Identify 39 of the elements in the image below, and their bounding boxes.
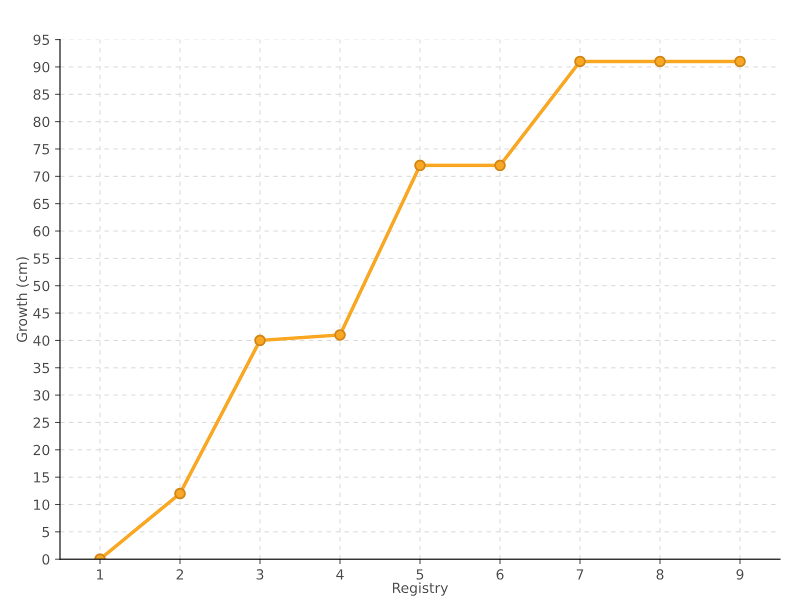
y-tick-label: 95: [33, 34, 50, 46]
y-tick-label: 15: [34, 472, 50, 483]
y-tick-label: 65: [34, 198, 50, 210]
y-tick-label: 0: [42, 554, 50, 565]
y-tick-label: 70: [34, 171, 50, 182]
y-tick-label: 10: [34, 499, 50, 510]
x-axis-title: Registry: [392, 582, 448, 596]
y-tick-label: 30: [34, 390, 50, 401]
point: [494, 160, 506, 172]
x-tick-label: 2: [176, 569, 184, 580]
x-tick-label: 8: [656, 569, 664, 580]
x-tick-label: 5: [416, 569, 424, 580]
point: [414, 160, 426, 172]
x-tick-label: 4: [336, 569, 344, 580]
x-tick-label: 9: [736, 569, 744, 580]
point: [654, 56, 666, 68]
point: [734, 56, 746, 68]
y-tick-label: 75: [34, 144, 50, 154]
y-tick-label: 25: [34, 417, 50, 428]
x-tick-label: 1: [97, 569, 104, 580]
y-tick-label: 90: [33, 62, 50, 72]
y-tick-label: 5: [42, 527, 50, 538]
y-tick-label: 45: [33, 308, 50, 319]
y-tick-label: 80: [34, 116, 50, 128]
x-tick-label: 6: [496, 569, 504, 580]
y-axis-title: Growth (cm): [16, 257, 29, 342]
y-tick-label: 55: [34, 254, 50, 264]
point: [174, 488, 186, 500]
point: [254, 334, 266, 346]
point: [334, 329, 346, 341]
y-tick-label: 50: [34, 280, 50, 292]
y-tick-label: 20: [34, 444, 50, 456]
y-tick-label: 85: [34, 89, 50, 100]
y-tick-label: 60: [34, 226, 50, 237]
y-tick-label: 35: [34, 362, 50, 374]
y-tick-label: 40: [33, 335, 50, 346]
x-tick-label: 3: [256, 569, 264, 580]
point: [574, 56, 586, 68]
x-tick-label: 7: [576, 569, 584, 580]
